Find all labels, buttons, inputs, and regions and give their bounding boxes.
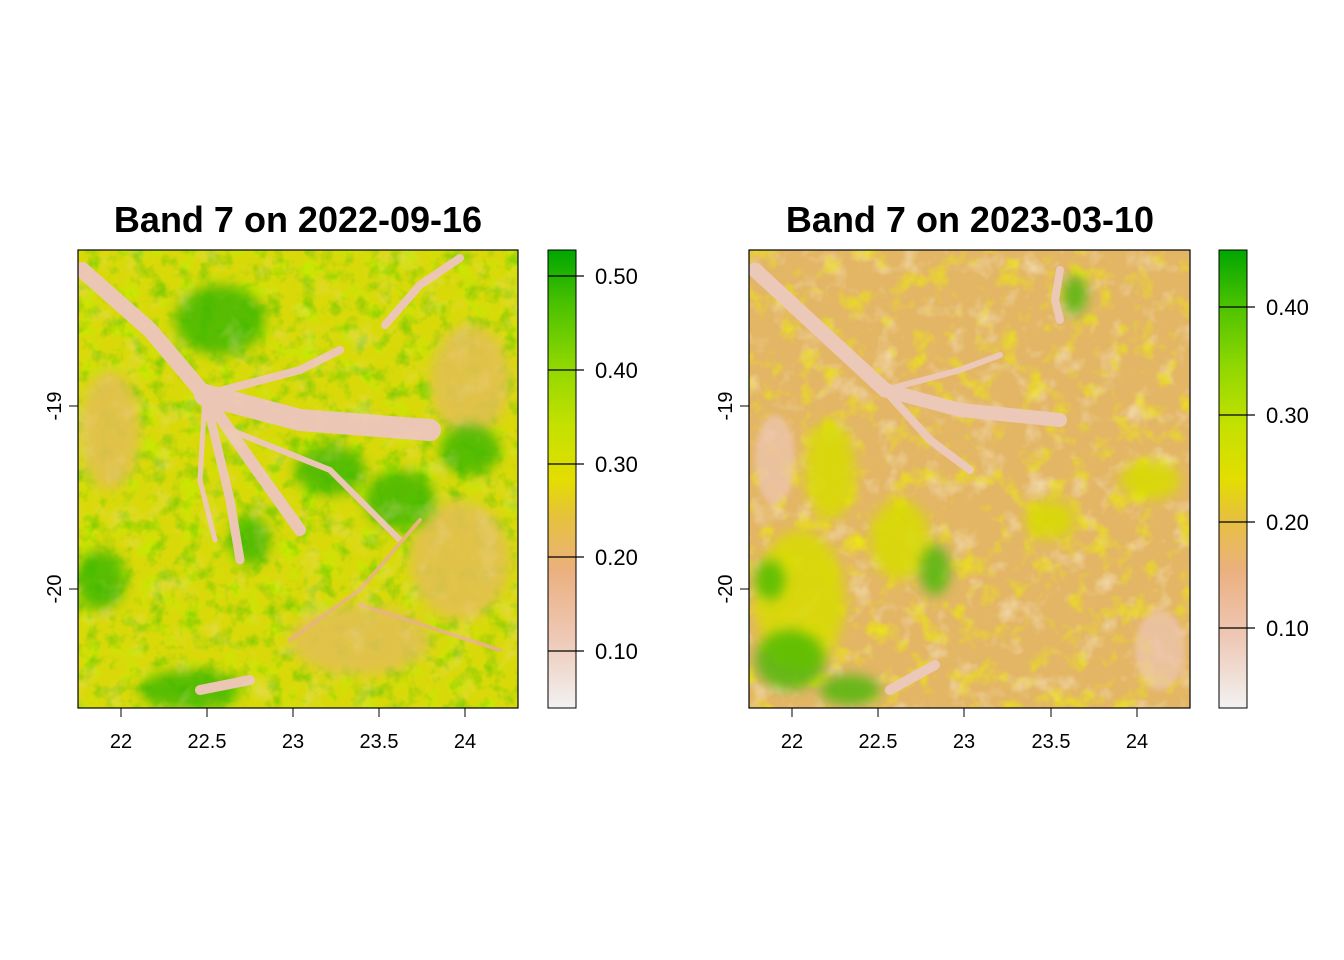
x-tick-label: 24 xyxy=(454,731,476,753)
legend-tick-label: 0.30 xyxy=(1266,403,1309,428)
y-axis-2 xyxy=(740,405,749,590)
x-axis-2 xyxy=(791,708,1138,717)
panel-1: Band 7 on 2022-09-16 xyxy=(44,199,638,753)
y-tick-label: -19 xyxy=(715,392,737,421)
color-legend-1: 0.50 0.40 0.30 0.20 0.10 xyxy=(547,249,638,709)
x-axis-1 xyxy=(120,708,466,717)
y-tick-label: -20 xyxy=(44,575,66,604)
x-tick-label: 23 xyxy=(953,731,975,753)
color-legend-2: 0.40 0.30 0.20 0.10 xyxy=(1218,249,1309,709)
panel-2: Band 7 on 2023-03-10 xyxy=(715,199,1309,753)
legend-tick-label: 0.10 xyxy=(595,639,638,664)
panel-2-title: Band 7 on 2023-03-10 xyxy=(786,199,1154,240)
x-tick-label: 22.5 xyxy=(859,731,898,753)
y-axis-1 xyxy=(69,405,78,590)
legend-colorbar-2 xyxy=(1219,250,1247,708)
legend-tick-label: 0.30 xyxy=(595,452,638,477)
legend-tick-label: 0.40 xyxy=(595,358,638,383)
x-tick-label: 23.5 xyxy=(1032,731,1071,753)
x-tick-label: 22.5 xyxy=(188,731,227,753)
y-tick-label: -19 xyxy=(44,392,66,421)
y-tick-label: -20 xyxy=(715,575,737,604)
panel-1-title: Band 7 on 2022-09-16 xyxy=(114,199,482,240)
map-frame-1 xyxy=(77,249,519,709)
legend-tick-label: 0.40 xyxy=(1266,295,1309,320)
delta-channels-2 xyxy=(749,262,1067,695)
legend-tick-label: 0.20 xyxy=(595,545,638,570)
x-tick-label: 23 xyxy=(282,731,304,753)
x-tick-label: 22 xyxy=(110,731,132,753)
legend-tick-label: 0.20 xyxy=(1266,510,1309,535)
legend-colorbar-1 xyxy=(548,250,576,708)
x-tick-label: 24 xyxy=(1126,731,1148,753)
legend-tick-label: 0.50 xyxy=(595,264,638,289)
x-tick-label: 22 xyxy=(781,731,803,753)
raster-map-2 xyxy=(749,250,1190,708)
map-frame-2 xyxy=(748,249,1191,709)
raster-map-1 xyxy=(78,250,518,708)
x-tick-label: 23.5 xyxy=(360,731,399,753)
legend-tick-label: 0.10 xyxy=(1266,616,1309,641)
